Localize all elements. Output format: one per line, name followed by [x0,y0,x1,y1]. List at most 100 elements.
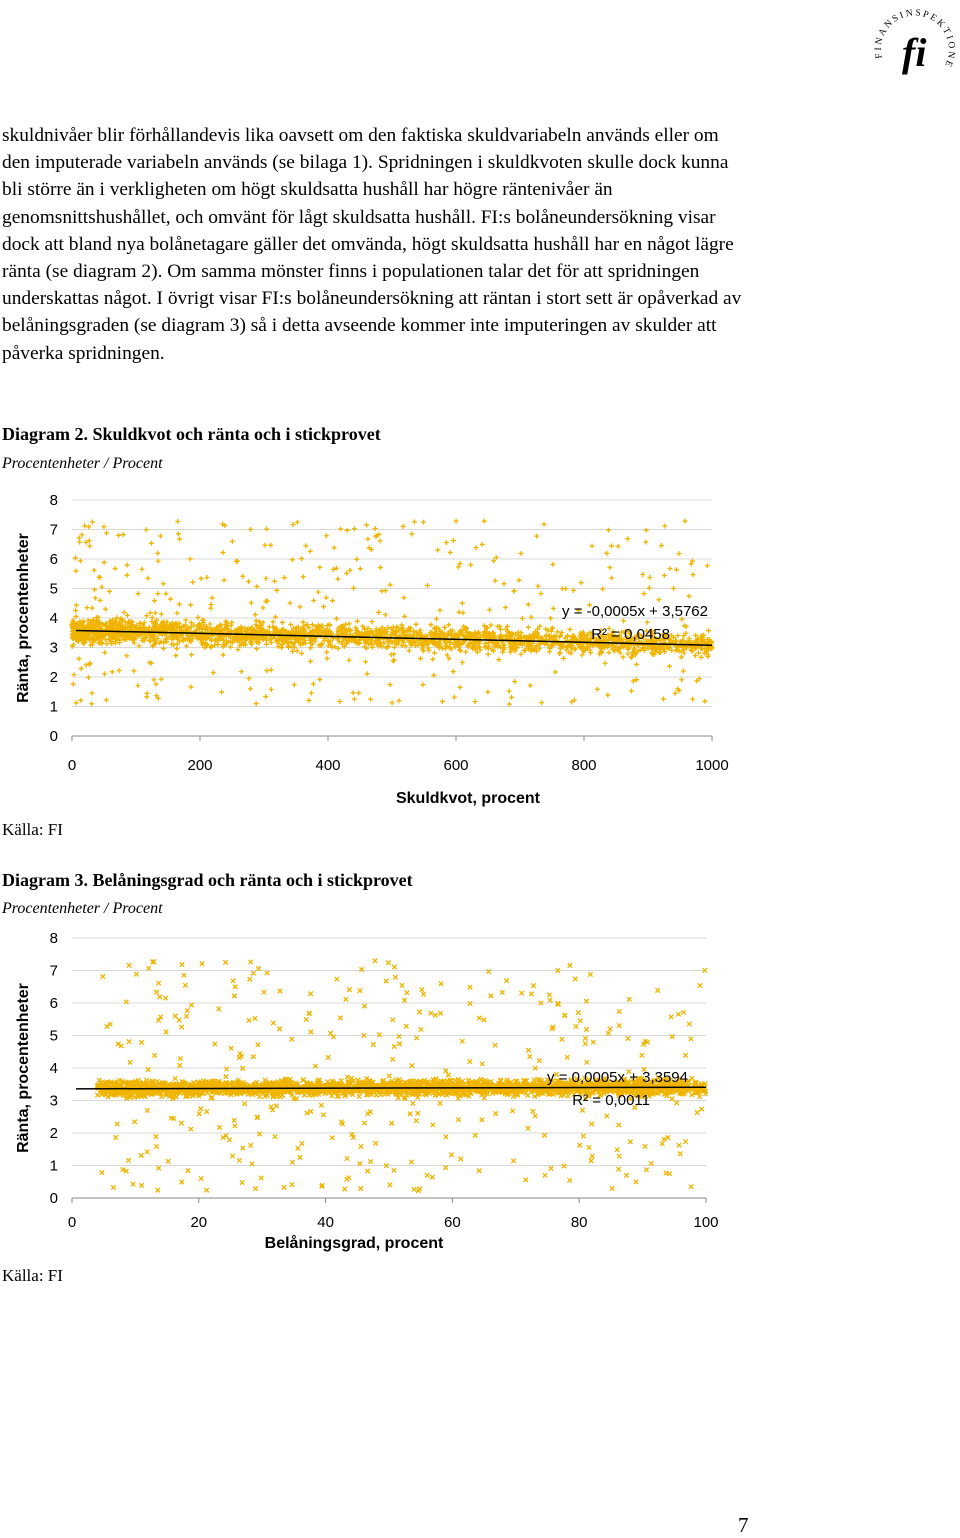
scatter-point [549,1026,555,1032]
scatter-point [497,644,503,650]
scatter-point [661,572,667,578]
scatter-point [187,556,193,562]
scatter-point [682,518,688,524]
scatter-point [291,682,297,688]
scatter-point [377,565,383,571]
scatter-point [141,1092,148,1098]
scatter-point [337,1015,343,1021]
scatter-point [695,650,701,656]
scatter-point [538,591,544,597]
scatter-point [208,605,214,611]
scatter-point [491,558,497,564]
scatter-point [448,646,454,652]
scatter-point [102,671,108,677]
scatter-point [387,582,393,588]
scatter-point [538,1000,544,1006]
scatter-point [228,644,234,650]
scatter-point [433,626,439,632]
scatter-point [239,1065,246,1071]
scatter-point [99,584,105,590]
scatter-point [219,689,225,695]
scatter-point [176,623,182,629]
scatter-point [486,631,492,637]
scatter-point [495,623,501,629]
scatter-point [237,642,243,648]
scatter-point [291,1096,297,1102]
scatter-point [349,1131,355,1138]
scatter-point [501,581,507,587]
scatter-point [363,638,369,644]
scatter-point [260,605,266,611]
scatter-point [400,631,406,637]
scatter-point [640,572,646,578]
scatter-point [447,550,453,556]
scatter-point [379,1089,385,1095]
scatter-point [289,557,295,563]
scatter-point [256,640,262,646]
scatter-point [597,643,603,649]
scatter-point [518,990,525,996]
scatter-point [704,563,710,569]
scatter-point [238,1053,245,1059]
scatter-point [661,1077,667,1083]
scatter-point [311,628,317,634]
y-tick-label: 7 [50,522,58,539]
scatter-point [690,558,696,564]
scatter-point [331,1089,337,1095]
x-tick-label: 800 [571,757,596,774]
scatter-point [472,699,478,705]
scatter-point [507,631,513,637]
scatter-point [123,1168,129,1174]
scatter-point [199,961,205,967]
scatter-point [73,568,79,574]
scatter-point [289,1181,295,1188]
scatter-point [131,640,137,646]
scatter-point [553,1071,560,1078]
scatter-point [516,577,522,583]
scatter-point [304,1110,310,1116]
scatter-point [143,527,149,533]
scatter-point [372,1140,379,1146]
scatter-point [625,1035,631,1042]
scatter-point [430,1122,436,1128]
scatter-point [344,527,350,533]
scatter-point [658,543,664,549]
scatter-point [534,533,540,539]
scatter-point [153,1082,159,1088]
scatter-point [558,643,564,649]
scatter-point [175,633,181,639]
scatter-point [323,533,329,539]
scatter-point [220,550,226,556]
scatter-point [466,641,472,647]
scatter-point [584,1059,590,1066]
scatter-point [342,1186,348,1192]
scatter-point [308,1108,314,1115]
scatter-point [155,1187,161,1193]
scatter-point [595,637,601,643]
scatter-point [273,614,279,620]
scatter-point [481,623,487,629]
scatter-point [79,532,85,538]
scatter-point [411,628,417,634]
scatter-point [379,588,385,594]
scatter-point [390,658,396,664]
scatter-point [289,644,295,650]
scatter-point [512,679,518,685]
scatter-point [91,567,97,573]
scatter-point [431,672,437,678]
scatter-point [138,1152,144,1159]
scatter-point [531,1093,538,1100]
diagram2-title: Diagram 2. Skuldkvot och ränta och i sti… [2,424,381,444]
scatter-point [89,690,95,696]
scatter-point [673,1100,680,1106]
scatter-point [434,616,440,622]
scatter-point [571,697,577,703]
scatter-point [216,635,222,641]
scatter-point [509,694,515,700]
scatter-point [393,628,399,634]
scatter-point [368,547,374,553]
scatter-point [270,619,276,625]
scatter-point [115,1041,121,1047]
scatter-point [699,646,705,652]
scatter-point [198,1175,204,1182]
